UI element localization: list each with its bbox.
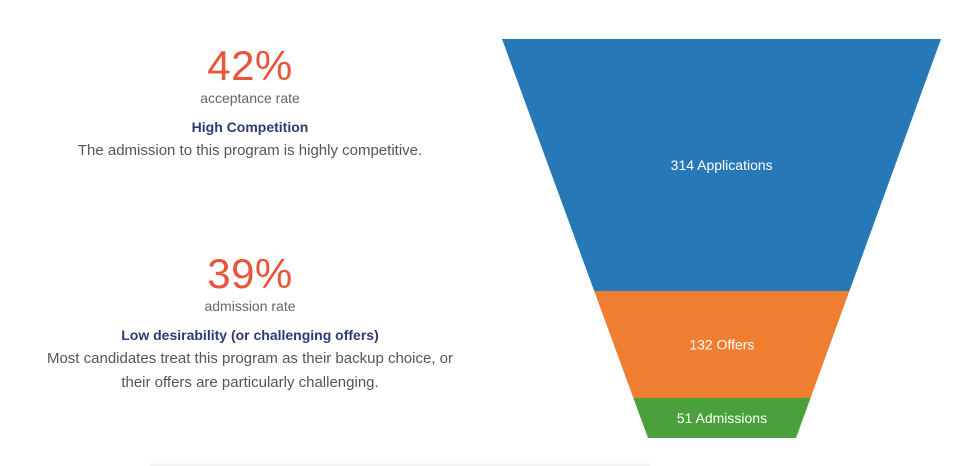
funnel-stage-offers: [594, 291, 850, 398]
admission-rate-stat: 39% admission rate Low desirability (or …: [20, 250, 480, 395]
bottom-shadow: [150, 460, 650, 466]
admission-rate-label: admission rate: [204, 298, 296, 314]
admission-rate-heading: Low desirability (or challenging offers): [121, 327, 379, 343]
acceptance-rate-description: The admission to this program is highly …: [77, 142, 423, 159]
admission-rate-value: 39%: [207, 250, 293, 297]
funnel-stage-admissions-label: 51 Admissions: [677, 410, 767, 426]
funnel-stage-applications-label: 314 Applications: [671, 157, 773, 173]
funnel-stage-applications: [502, 39, 941, 291]
acceptance-rate-stat: 42% acceptance rate High Competition The…: [20, 42, 480, 163]
funnel-stage-offers-label: 132 Offers: [689, 337, 754, 353]
acceptance-rate-value: 42%: [207, 42, 293, 89]
admission-rate-description: Most candidates treat this program as th…: [46, 350, 454, 391]
acceptance-rate-heading: High Competition: [191, 119, 309, 135]
acceptance-rate-label: acceptance rate: [200, 90, 300, 106]
funnel-stage-admissions: [633, 398, 811, 438]
